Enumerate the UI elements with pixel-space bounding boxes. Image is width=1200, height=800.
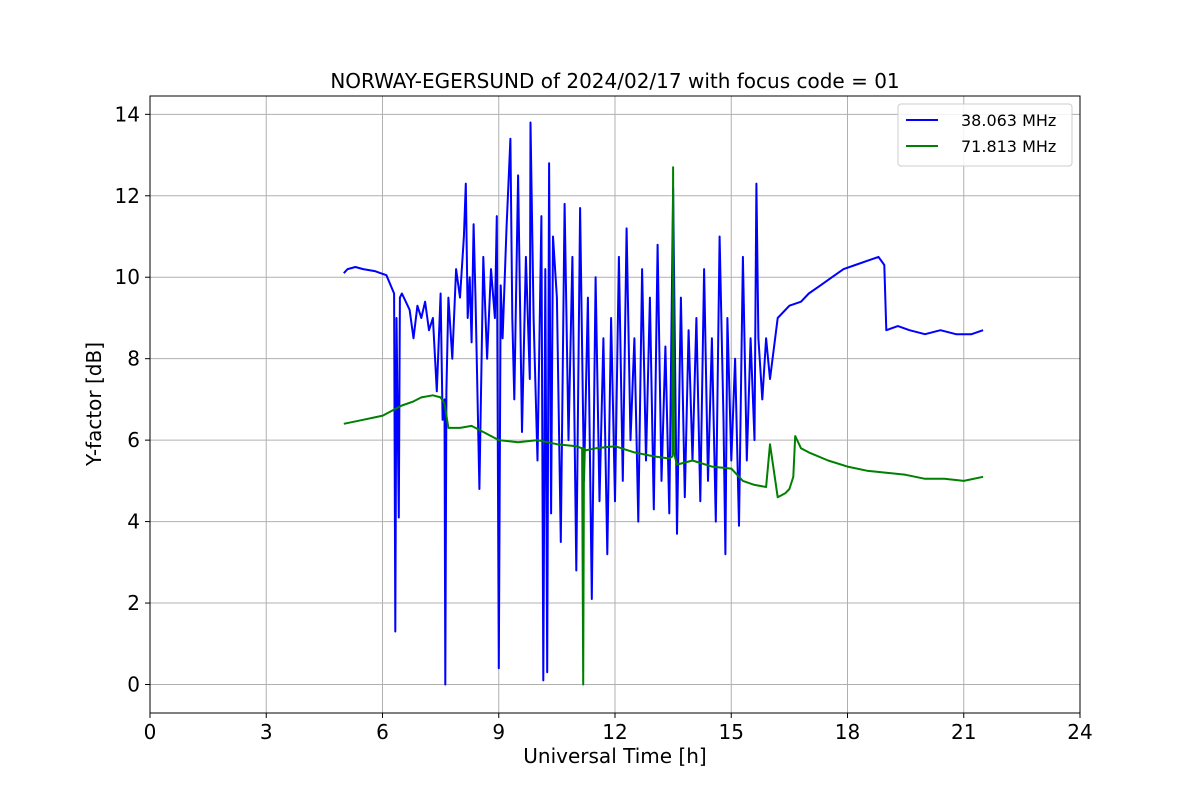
grid [149, 96, 1081, 713]
x-tick-label: 0 [144, 720, 157, 744]
x-axis: 0 3 6 9 12 15 18 21 24 [144, 713, 1093, 744]
legend-label: 71.813 MHz [961, 137, 1056, 156]
y-axis: 0 2 4 6 8 10 12 14 [115, 102, 150, 696]
x-tick-label: 3 [260, 720, 273, 744]
x-tick-label: 15 [719, 720, 744, 744]
series-line-1 [343, 121, 984, 686]
y-tick-label: 6 [127, 428, 140, 452]
chart-title: NORWAY-EGERSUND of 2024/02/17 with focus… [330, 69, 899, 93]
x-axis-label: Universal Time [h] [523, 744, 706, 768]
legend: 38.063 MHz 71.813 MHz [897, 103, 1073, 167]
y-tick-label: 12 [115, 184, 140, 208]
y-tick-label: 4 [127, 510, 140, 534]
y-axis-label: Y-factor [dB] [82, 342, 106, 467]
series-line-2 [343, 166, 984, 686]
legend-label: 38.063 MHz [961, 111, 1056, 130]
x-tick-label: 9 [492, 720, 505, 744]
series-layer [343, 121, 984, 686]
x-tick-label: 21 [951, 720, 976, 744]
x-tick-label: 12 [602, 720, 627, 744]
y-tick-label: 14 [115, 102, 140, 126]
legend-box [897, 103, 1073, 167]
y-tick-label: 2 [127, 591, 140, 615]
y-tick-label: 0 [127, 672, 140, 696]
x-tick-label: 18 [835, 720, 860, 744]
y-tick-label: 8 [127, 347, 140, 371]
x-tick-label: 24 [1067, 720, 1092, 744]
y-tick-label: 10 [115, 265, 140, 289]
x-tick-label: 6 [376, 720, 389, 744]
